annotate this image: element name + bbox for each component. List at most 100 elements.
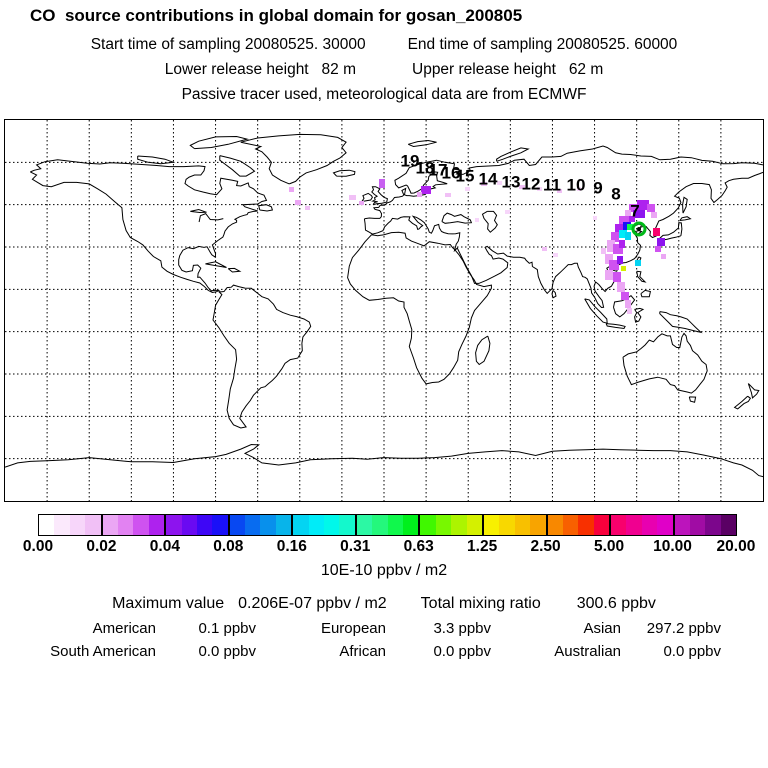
region-value: 0.0 ppbv — [198, 643, 256, 660]
upper-release-text: Upper release height 62 m — [412, 61, 604, 78]
colorbar-cell — [181, 515, 197, 535]
region-label: European — [320, 620, 386, 637]
region-label: Australian — [554, 643, 621, 660]
colorbar-tick-label: 1.25 — [467, 538, 498, 555]
colorbar-cell — [245, 515, 261, 535]
colorbar-cell — [514, 515, 531, 535]
colorbar-tick-label: 0.04 — [149, 538, 180, 555]
colorbar-cell — [275, 515, 292, 535]
max-value-text: 0.206E-07 ppbv / m2 — [238, 595, 387, 612]
sampling-times-line: Start time of sampling 20080525. 30000 E… — [0, 36, 768, 54]
colorbar-cell — [578, 515, 594, 535]
colorbar-cell — [54, 515, 70, 535]
total-ratio-label: Total mixing ratio — [420, 595, 541, 612]
colorbar-cell — [657, 515, 673, 535]
colorbar-cell — [164, 515, 182, 535]
colorbar-tick-label: 5.00 — [593, 538, 625, 555]
region-label: American — [92, 620, 156, 637]
colorbar-cell — [354, 515, 373, 535]
colorbar-cell — [609, 515, 627, 535]
trajectory-day-label: 11 — [543, 175, 561, 195]
tracer-note-line: Passive tracer used, meteorological data… — [0, 86, 768, 104]
trajectory-day-label: 8 — [611, 184, 621, 204]
colorbar-tick-label: 0.16 — [276, 538, 307, 555]
trajectory-day-label: 10 — [566, 175, 586, 195]
colorbar-cell — [562, 515, 579, 535]
colorbar — [38, 514, 737, 536]
colorbar-tick-label: 0.00 — [22, 538, 54, 555]
colorbar-tick-label: 0.63 — [403, 538, 434, 555]
trajectory-day-label: 14 — [478, 169, 498, 189]
region-label: Asian — [583, 620, 621, 637]
colorbar-cell — [339, 515, 355, 535]
end-time-text: End time of sampling 20080525. 60000 — [407, 36, 678, 53]
colorbar-cell — [117, 515, 134, 535]
colorbar-cell — [133, 515, 149, 535]
colorbar-cell — [39, 515, 55, 535]
colorbar-cell — [402, 515, 419, 535]
tracer-note-text: Passive tracer used, meteorological data… — [181, 86, 587, 103]
region-label: African — [339, 643, 386, 660]
release-heights-line: Lower release height 82 m Upper release … — [0, 61, 768, 79]
colorbar-cell — [545, 515, 563, 535]
figure-title: CO source contributions in global domain… — [30, 6, 523, 25]
colorbar-cell — [291, 515, 309, 535]
colorbar-cell — [387, 515, 403, 535]
colorbar-cell — [372, 515, 388, 535]
colorbar-cell — [308, 515, 325, 535]
world-map-graphic — [5, 120, 763, 501]
trajectory-day-label: 7 — [630, 201, 640, 221]
region-value: 0.0 ppbv — [663, 643, 721, 660]
stats-row-regions-2: South American 0.0 ppbv African 0.0 ppbv Aus… — [14, 643, 734, 660]
colorbar-cell — [418, 515, 436, 535]
colorbar-cell — [481, 515, 500, 535]
trajectory-day-label: 15 — [455, 166, 475, 186]
colorbar-tick-label: 10.00 — [653, 538, 692, 555]
world-map: 19 18 17 16 15 14 13 12 11 10 9 8 7 — [4, 119, 764, 502]
colorbar-cell — [641, 515, 658, 535]
start-time-text: Start time of sampling 20080525. 30000 — [90, 36, 366, 53]
colorbar-tick-label: 20.00 — [716, 538, 756, 555]
colorbar-cell — [451, 515, 467, 535]
receptor-marker — [631, 221, 647, 237]
stats-row-regions-1: American 0.1 ppbv European 3.3 ppbv Asian 297… — [14, 620, 734, 637]
colorbar-cell — [227, 515, 246, 535]
colorbar-cell — [626, 515, 642, 535]
colorbar-cell — [85, 515, 101, 535]
colorbar-cell — [720, 515, 737, 535]
total-ratio-value: 300.6 ppbv — [576, 595, 656, 612]
trajectory-day-label: 19 — [400, 151, 420, 171]
colorbar-cell — [593, 515, 610, 535]
colorbar-cell — [324, 515, 340, 535]
region-value: 0.1 ppbv — [198, 620, 256, 637]
colorbar-cell — [530, 515, 546, 535]
colorbar-cell — [672, 515, 691, 535]
region-value: 3.3 ppbv — [433, 620, 491, 637]
colorbar-cell — [499, 515, 515, 535]
colorbar-cell — [705, 515, 721, 535]
colorbar-cell — [100, 515, 118, 535]
trajectory-day-label: 12 — [521, 174, 541, 194]
colorbar-tick-label: 0.31 — [340, 538, 371, 555]
colorbar-cell — [196, 515, 213, 535]
colorbar-cell — [690, 515, 706, 535]
colorbar-tick-label: 0.02 — [86, 538, 117, 555]
colorbar-cell — [212, 515, 228, 535]
trajectory-day-label: 13 — [501, 172, 521, 192]
colorbar-cell — [260, 515, 276, 535]
region-value: 297.2 ppbv — [646, 620, 721, 637]
stats-row-max: Maximum value 0.206E-07 ppbv / m2 Total … — [0, 595, 768, 613]
colorbar-tick-label: 0.08 — [213, 538, 244, 555]
max-value-label: Maximum value — [112, 595, 225, 612]
trajectory-day-label: 9 — [593, 178, 603, 198]
colorbar-tick-label: 2.50 — [530, 538, 561, 555]
trajectory-day-label: 17 — [428, 160, 448, 180]
region-label: South American — [50, 643, 156, 660]
colorbar-units-label: 10E-10 ppbv / m2 — [320, 562, 448, 579]
colorbar-cell — [466, 515, 482, 535]
region-value: 0.0 ppbv — [433, 643, 491, 660]
colorbar-cell — [148, 515, 165, 535]
trajectory-day-label: 16 — [441, 163, 461, 183]
colorbar-cell — [435, 515, 452, 535]
